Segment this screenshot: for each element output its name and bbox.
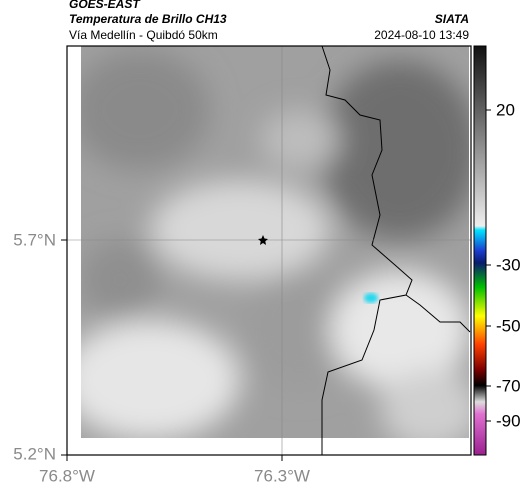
lon-label: 76.8°W: [39, 466, 95, 485]
location-star: [258, 235, 268, 245]
colorbar-label: 20: [496, 100, 515, 119]
lon-label: 76.3°W: [254, 466, 310, 485]
lat-label: 5.7°N: [13, 230, 56, 249]
colorbar: [473, 45, 487, 456]
datetime: 2024-08-10 13:49: [374, 28, 469, 42]
boundaries: [321, 45, 471, 455]
colorbar-label: -70: [496, 376, 521, 395]
lat-label: 5.2°N: [13, 444, 56, 463]
satellite-image: [81, 46, 469, 438]
map-frame: [66, 45, 472, 456]
source: SIATA: [435, 12, 469, 26]
colorbar-ticks: 20 -30 -50 -70 -90: [486, 100, 521, 430]
title: GOES-EAST: [69, 0, 141, 11]
subtitle: Temperatura de Brillo CH13: [69, 12, 227, 26]
colorbar-label: -30: [496, 255, 521, 274]
colorbar-label: -90: [496, 411, 521, 430]
colorbar-label: -50: [496, 316, 521, 335]
region: Vía Medellín - Quibdó 50km: [69, 28, 218, 42]
